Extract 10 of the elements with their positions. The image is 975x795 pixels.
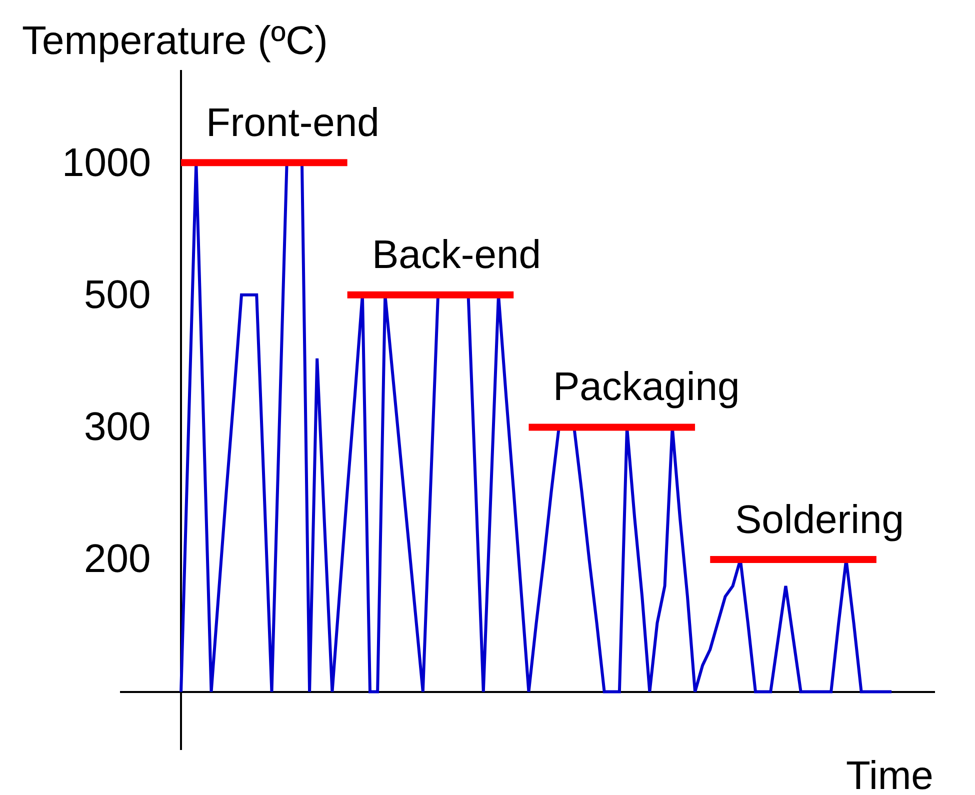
series-label: Back-end [372,233,541,277]
text: 200 [84,537,151,581]
series-label: Packaging [553,365,740,409]
text: 500 [84,273,151,317]
y-axis-title: Temperature (ºC) [22,19,328,63]
text: 300 [84,405,151,449]
series-label: Soldering [735,498,904,542]
series-label: Front-end [206,101,380,145]
text: 1000 [62,141,151,185]
x-axis-title: Time [846,754,934,795]
